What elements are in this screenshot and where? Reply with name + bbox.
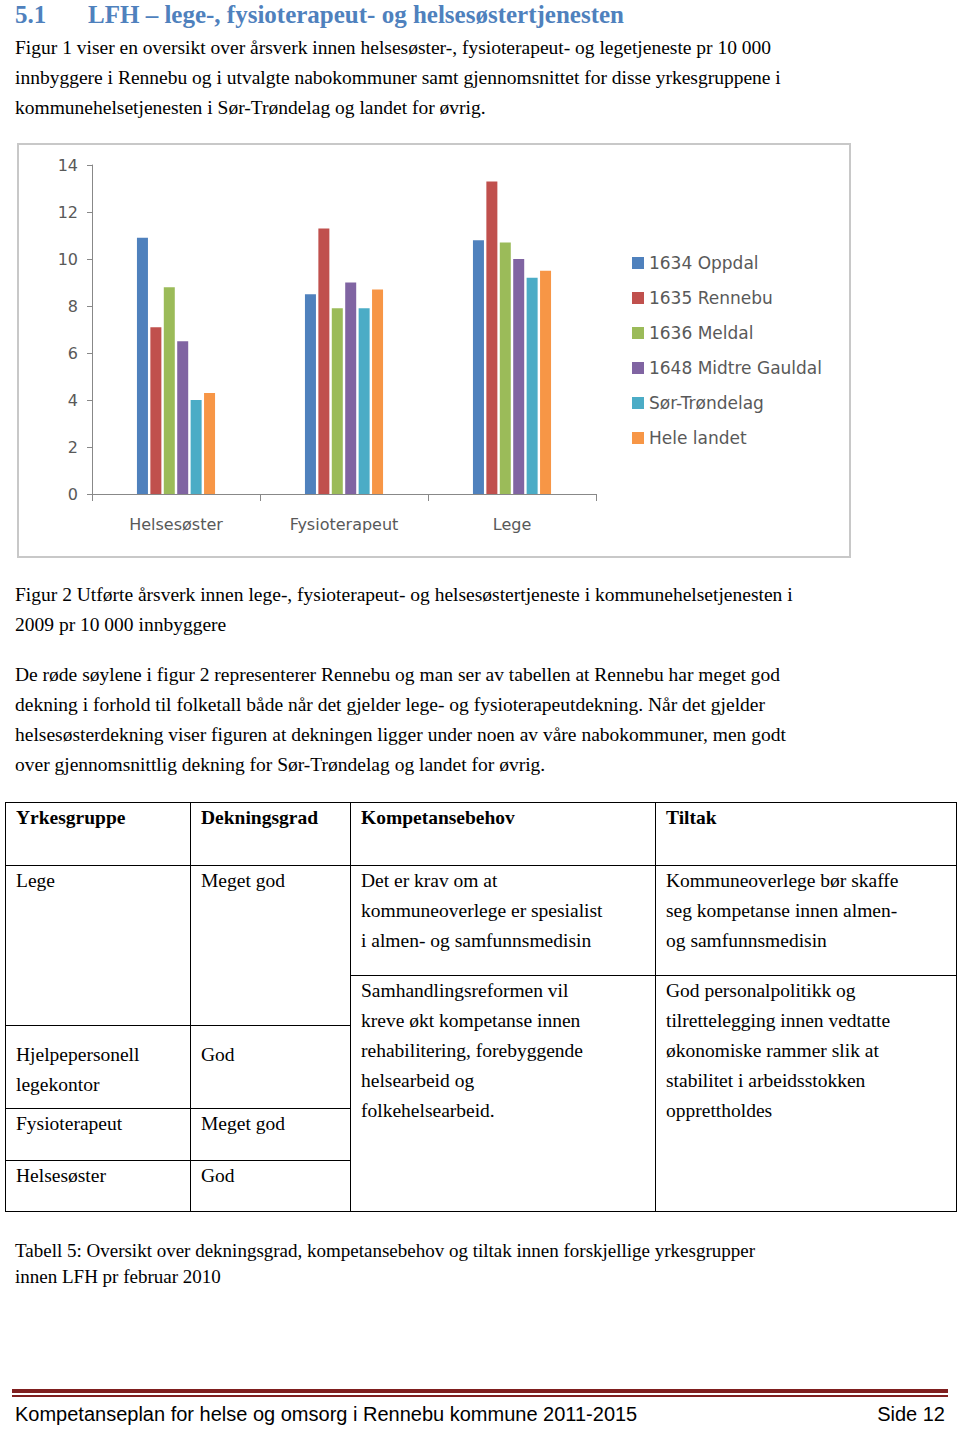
html-text:og samfunnsmedisin: og samfunnsmedisin [666,930,827,951]
svg-text:1648 Midtre Gauldal: 1648 Midtre Gauldal [649,358,822,378]
html-text:Helsesøster: Helsesøster [16,1165,106,1186]
html-text:Kompetansebehov: Kompetansebehov [361,807,515,828]
svg-text:Helsesøster: Helsesøster [129,515,223,534]
html-text:Figur 2 Utførte årsverk innen: Figur 2 Utførte årsverk innen lege-, fys… [15,584,793,605]
html-text:Meget god: Meget god [201,870,285,891]
html-text:Tabell 5: Oversikt over deknin: Tabell 5: Oversikt over dekningsgrad, ko… [15,1240,755,1261]
svg-text:6: 6 [68,344,78,363]
svg-text:Sør-Trøndelag: Sør-Trøndelag [649,393,764,413]
html-text:dekning i forhold til folketal: dekning i forhold til folketall både når… [15,694,765,715]
html-text:over gjennomsnittlig dekning f: over gjennomsnittlig dekning for Sør-Trø… [15,754,546,775]
html-text:Meget god: Meget god [201,1113,285,1134]
svg-text:Hele landet: Hele landet [649,428,747,448]
svg-text:1635 Rennebu: 1635 Rennebu [649,288,773,308]
html-text:kreve økt kompetanse innen: kreve økt kompetanse innen [361,1010,581,1031]
html-text:innen LFH pr februar 2010: innen LFH pr februar 2010 [15,1266,221,1287]
html-text:seg kompetanse innen almen-: seg kompetanse innen almen- [666,900,898,921]
html-text:Dekningsgrad: Dekningsgrad [201,807,318,828]
html-text:5.1: 5.1 [15,1,47,28]
html-text:LFH – lege-, fysioterapeut- og: LFH – lege-, fysioterapeut- og helsesøst… [88,1,624,28]
html-text:De røde søylene i figur 2 repr: De røde søylene i figur 2 representerer … [15,664,781,685]
html-text:Hjelpepersonell: Hjelpepersonell [16,1044,140,1065]
html-text:Figur 1 viser en oversikt over: Figur 1 viser en oversikt over årsverk i… [15,37,772,58]
html-text:kommunehelsetjenesten i Sør-Tr: kommunehelsetjenesten i Sør-Trøndelag og… [15,97,486,118]
svg-text:4: 4 [68,391,78,410]
svg-text:10: 10 [58,250,78,269]
html-text:legekontor: legekontor [16,1074,100,1095]
html-text:Fysioterapeut: Fysioterapeut [16,1113,123,1134]
html-text:Det er krav om at: Det er krav om at [361,870,498,891]
svg-text:2: 2 [68,438,78,457]
svg-text:14: 14 [58,156,78,175]
html-text:rehabilitering, forebyggende: rehabilitering, forebyggende [361,1040,583,1061]
svg-text:12: 12 [58,203,78,222]
html-text:Kommuneoverlege bør skaffe: Kommuneoverlege bør skaffe [666,870,899,891]
html-text:innbyggere i Rennebu og i utva: innbyggere i Rennebu og i utvalgte nabok… [15,67,781,88]
html-text:folkehelsearbeid.: folkehelsearbeid. [361,1100,495,1121]
html-text:Side 12: Side 12 [877,1403,945,1425]
html-text:opprettholdes: opprettholdes [666,1100,773,1121]
html-text:helsearbeid og: helsearbeid og [361,1070,475,1091]
html-text:i almen- og samfunnsmedisin: i almen- og samfunnsmedisin [361,930,592,951]
html-text:God: God [201,1044,235,1065]
html-text:Tiltak: Tiltak [666,807,717,828]
svg-text:1636 Meldal: 1636 Meldal [649,323,753,343]
html-text:helsesøsterdekning viser figur: helsesøsterdekning viser figuren at dekn… [15,724,786,745]
html-text:God personalpolitikk og: God personalpolitikk og [666,980,856,1001]
html-text:Samhandlingsreformen vil: Samhandlingsreformen vil [361,980,569,1001]
svg-text:1634 Oppdal: 1634 Oppdal [649,253,759,273]
html-text:stabilitet i arbeidsstokken: stabilitet i arbeidsstokken [666,1070,866,1091]
html-text:Lege: Lege [16,870,55,891]
html-text:tilrettelegging innen vedtatte: tilrettelegging innen vedtatte [666,1010,891,1031]
svg-text:8: 8 [68,297,78,316]
html-text:God: God [201,1165,235,1186]
html-text:Kompetanseplan for helse og om: Kompetanseplan for helse og omsorg i Ren… [15,1403,638,1425]
svg-text:0: 0 [68,485,78,504]
html-text:økonomiske rammer slik at: økonomiske rammer slik at [666,1040,879,1061]
html-text:kommuneoverlege er spesialist: kommuneoverlege er spesialist [361,900,603,921]
svg-text:Lege: Lege [493,515,531,534]
svg-text:Fysioterapeut: Fysioterapeut [290,515,399,534]
html-text:Yrkesgruppe: Yrkesgruppe [16,807,126,828]
html-text:2009 pr 10 000 innbyggere: 2009 pr 10 000 innbyggere [15,614,227,635]
